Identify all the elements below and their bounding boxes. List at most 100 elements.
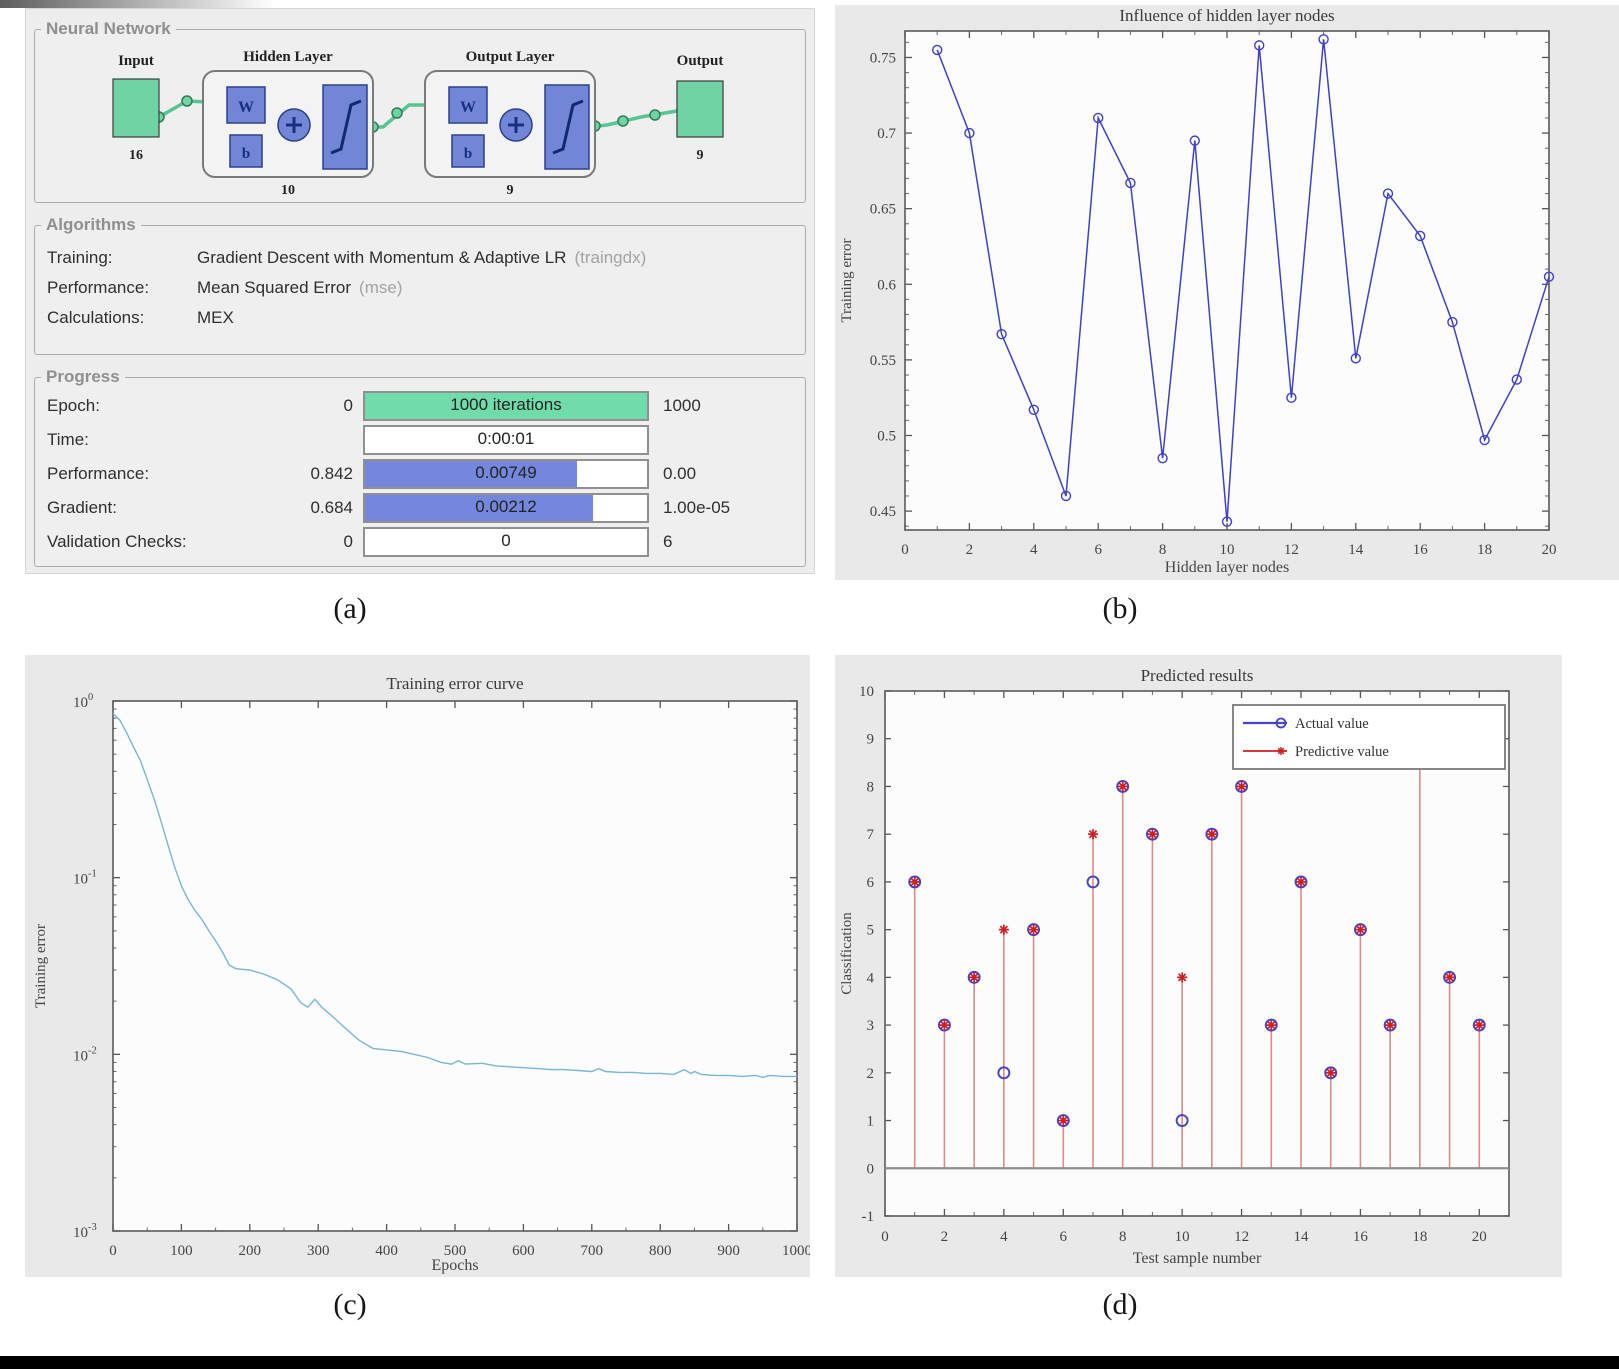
data-point-marker bbox=[1028, 404, 1040, 415]
actual-marker bbox=[1116, 780, 1130, 793]
svg-text:8: 8 bbox=[1119, 1229, 1127, 1245]
actual-marker bbox=[1235, 780, 1249, 793]
scan-artifact-top bbox=[0, 0, 275, 8]
svg-text:1000: 1000 bbox=[782, 1243, 810, 1259]
nntraintool-window: Neural Network bbox=[25, 8, 815, 574]
nn-hidden-b-label: b bbox=[242, 146, 250, 162]
svg-text:4: 4 bbox=[867, 970, 875, 986]
data-point-marker bbox=[1286, 392, 1297, 403]
actual-marker bbox=[908, 875, 922, 889]
progress-right-value: 0.00 bbox=[663, 464, 697, 483]
data-point-marker bbox=[1447, 316, 1458, 328]
svg-text:600: 600 bbox=[512, 1243, 535, 1259]
actual-marker bbox=[1205, 827, 1219, 841]
svg-text:6: 6 bbox=[1060, 1229, 1068, 1245]
data-point-marker bbox=[1254, 40, 1265, 51]
performance-label: Performance: bbox=[47, 278, 150, 297]
svg-text:0: 0 bbox=[901, 542, 909, 558]
data-point-marker bbox=[1543, 271, 1555, 282]
svg-text:Training error curve: Training error curve bbox=[386, 674, 523, 693]
progress-row-performance: Performance: 0.842 0.00749 0.00 bbox=[47, 459, 805, 489]
algorithm-row-training: Training: Gradient Descent with Momentum … bbox=[35, 243, 805, 273]
svg-text:Training error: Training error bbox=[33, 924, 49, 1008]
svg-text:6: 6 bbox=[1094, 542, 1102, 558]
bottom-border-bar bbox=[0, 1356, 1619, 1369]
actual-marker bbox=[1383, 1018, 1397, 1032]
progress-bar-text: 0.00749 bbox=[475, 463, 537, 482]
caption-a: (a) bbox=[333, 592, 367, 625]
svg-text:10-3: 10-3 bbox=[73, 1222, 97, 1241]
svg-text:10-2: 10-2 bbox=[73, 1045, 97, 1064]
actual-marker bbox=[997, 1066, 1011, 1080]
nn-hidden-weight-block bbox=[226, 86, 266, 124]
svg-text:20: 20 bbox=[1472, 1229, 1487, 1245]
data-point-marker bbox=[1511, 374, 1522, 385]
actual-marker bbox=[937, 1018, 951, 1032]
svg-text:Influence of hidden layer node: Influence of hidden layer nodes bbox=[1119, 6, 1334, 25]
svg-text:10: 10 bbox=[859, 684, 874, 700]
svg-text:4: 4 bbox=[1030, 542, 1038, 558]
svg-text:0: 0 bbox=[109, 1243, 117, 1259]
actual-marker bbox=[1145, 827, 1159, 841]
nn-input-count: 16 bbox=[129, 148, 143, 163]
series-line bbox=[112, 712, 797, 1079]
progress-label: Epoch: bbox=[47, 396, 100, 415]
svg-text:0: 0 bbox=[867, 1161, 875, 1177]
progress-title: Progress bbox=[46, 367, 120, 386]
progress-left-value: 0 bbox=[343, 396, 353, 415]
progress-label: Gradient: bbox=[47, 498, 117, 517]
progress-row-validationchecks: Validation Checks: 0 0 6 bbox=[47, 527, 805, 557]
svg-text:2: 2 bbox=[966, 542, 974, 558]
actual-marker bbox=[1175, 1114, 1189, 1127]
svg-text:0.7: 0.7 bbox=[877, 126, 896, 142]
data-point-marker bbox=[1125, 177, 1136, 189]
nn-hidden-w-label: W bbox=[238, 99, 254, 116]
svg-text:Classification: Classification bbox=[839, 912, 855, 995]
chart-training-error-curve: 0 100 200 300 400 500 600 700 800 900 1000 100 10-1 1… bbox=[25, 655, 812, 1277]
svg-text:18: 18 bbox=[1412, 1229, 1427, 1245]
svg-text:Actual value: Actual value bbox=[1295, 716, 1369, 732]
data-point-marker bbox=[1189, 135, 1200, 146]
svg-text:9: 9 bbox=[867, 732, 875, 748]
progress-groupbox: Progress Epoch: 0 1000 iterations 1000 Time:… bbox=[34, 367, 806, 567]
svg-text:100: 100 bbox=[73, 692, 93, 711]
svg-text:Hidden layer nodes: Hidden layer nodes bbox=[1165, 559, 1289, 576]
nn-output-plus-icon bbox=[508, 117, 524, 133]
actual-marker bbox=[1472, 1018, 1486, 1032]
svg-text:Training error: Training error bbox=[839, 238, 855, 322]
nn-hidden-title: Hidden Layer bbox=[243, 49, 333, 65]
caption-b: (b) bbox=[1102, 592, 1138, 625]
neural-network-diagram: Input 16 Hidden Layer W b 10 Output Laye… bbox=[112, 49, 724, 198]
progress-right-value: 1000 bbox=[663, 396, 701, 415]
svg-text:500: 500 bbox=[444, 1243, 467, 1259]
chart-training-error-curve-svg: 0 100 200 300 400 500 600 700 800 900 1000 100 10-1 1… bbox=[33, 674, 812, 1274]
caption-c: (c) bbox=[333, 1288, 367, 1321]
algorithm-row-calculations: Calculations: MEX bbox=[35, 303, 805, 333]
performance-value: Mean Squared Error bbox=[197, 278, 352, 297]
svg-text:12: 12 bbox=[1284, 542, 1299, 558]
data-point-marker bbox=[996, 328, 1007, 340]
progress-label: Time: bbox=[47, 430, 89, 449]
svg-text:Predictive value: Predictive value bbox=[1295, 744, 1389, 760]
chart-hidden-layer-nodes-svg: 0 2 4 6 8 10 12 14 16 18 20 0.45 0.5 0.55 0.6 0.65 0.7 0.… bbox=[839, 6, 1557, 576]
svg-text:400: 400 bbox=[375, 1243, 398, 1259]
calculations-label: Calculations: bbox=[47, 308, 145, 327]
progress-row-gradient: Gradient: 0.684 0.00212 1.00e-05 bbox=[47, 493, 805, 523]
svg-text:18: 18 bbox=[1477, 542, 1492, 558]
svg-text:16: 16 bbox=[1353, 1229, 1369, 1245]
svg-text:100: 100 bbox=[170, 1243, 193, 1259]
data-point-marker bbox=[1350, 353, 1361, 364]
data-point-marker bbox=[964, 127, 975, 139]
neural-network-groupbox: Neural Network bbox=[34, 19, 806, 203]
actual-marker bbox=[1353, 923, 1367, 937]
data-point-marker bbox=[1415, 230, 1426, 242]
progress-bar-text: 0 bbox=[501, 531, 511, 550]
svg-text:10-1: 10-1 bbox=[73, 869, 97, 888]
nn-input-label: Input bbox=[118, 53, 154, 69]
svg-text:0.65: 0.65 bbox=[870, 202, 896, 218]
progress-bar-text: 0.00212 bbox=[475, 497, 537, 516]
data-point-marker bbox=[1093, 112, 1104, 124]
svg-text:20: 20 bbox=[1542, 542, 1557, 558]
chart-hidden-layer-nodes: 0 2 4 6 8 10 12 14 16 18 20 0.45 0.5 0.55 0.6 0.65 0.7 0.… bbox=[835, 5, 1619, 580]
nn-hidden-count: 10 bbox=[281, 183, 295, 197]
